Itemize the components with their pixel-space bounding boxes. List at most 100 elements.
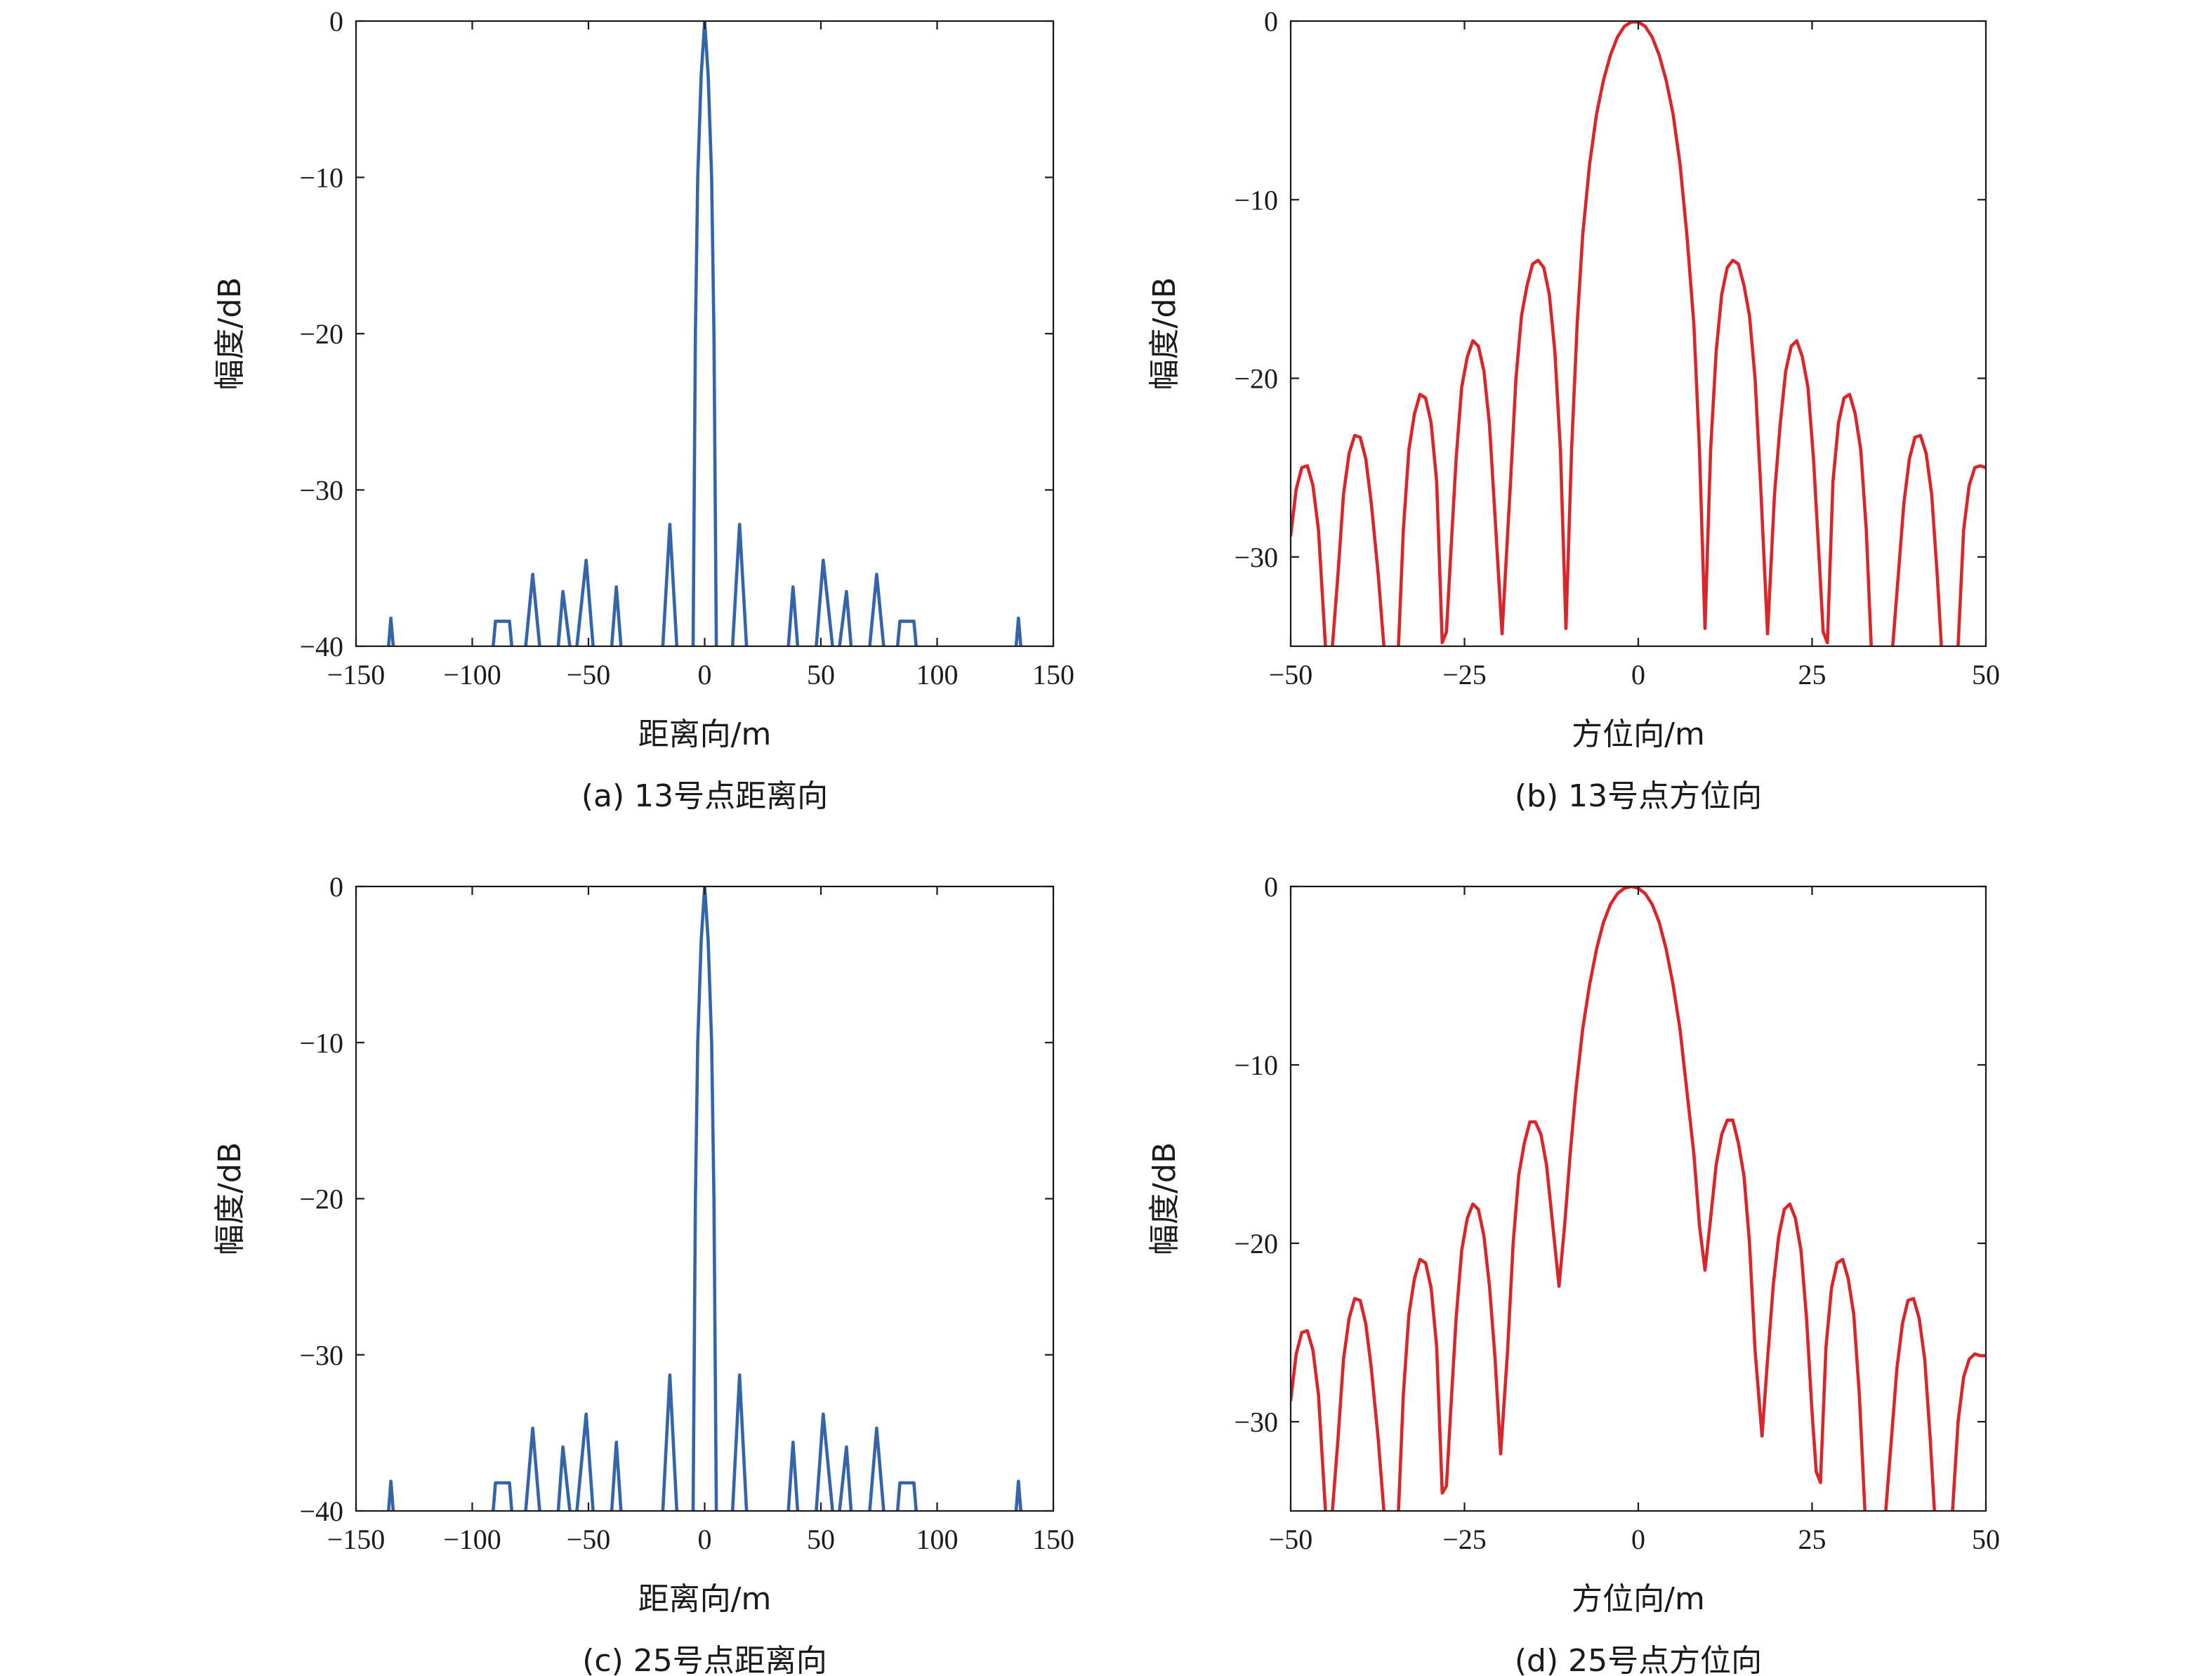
series-line-14: [1014, 1479, 1022, 1511]
series-line-10: [815, 558, 834, 646]
x-tick-label: −25: [1442, 1524, 1487, 1555]
series-line-10: [1951, 1352, 1986, 1511]
series-line-7: [691, 21, 718, 646]
series-group: [387, 886, 1022, 1511]
x-tick-label: −100: [443, 1524, 501, 1555]
panel-d-azimuth-25: −50 −25 0 25 50 0 −10 −20 −30 方位向/m 幅度/dB (d) 25号点方…: [1147, 871, 2000, 1676]
series-line-0: [1291, 464, 1327, 646]
series-line-5: [1557, 886, 1707, 1288]
plot-frame: [1289, 885, 1987, 1512]
x-tick-label: −50: [567, 659, 611, 690]
x-tick-label: −50: [1269, 1524, 1313, 1555]
y-tick-label: −20: [1234, 1228, 1278, 1259]
x-tick-label: 25: [1798, 1524, 1826, 1555]
series-line-0: [387, 1479, 395, 1511]
y-tick-label: 0: [1264, 6, 1278, 37]
x-tick-label: 50: [1972, 1524, 2000, 1555]
series-line-9: [1884, 1297, 1936, 1511]
series-line-0: [1291, 1329, 1327, 1511]
y-axis-label: 幅度/dB: [1147, 1142, 1183, 1255]
y-tick-label: −20: [299, 318, 343, 350]
series-line-4: [575, 1412, 595, 1511]
y-tick-label: −20: [1234, 363, 1278, 395]
x-tick-label: −50: [567, 1524, 611, 1555]
y-tick-label: −40: [299, 631, 343, 662]
series-line-0: [387, 616, 395, 646]
x-tick-label: 0: [1631, 1524, 1645, 1555]
series-line-3: [1449, 339, 1504, 636]
y-tick-label: 0: [329, 871, 343, 903]
series-line-8: [1819, 1257, 1867, 1511]
series-group: [1291, 886, 1986, 1511]
plot-frame: [355, 20, 1055, 648]
series-line-1: [1331, 1297, 1385, 1511]
series-line-6: [1703, 1118, 1764, 1438]
series-line-6: [661, 523, 679, 646]
panel-a-range-13: −150 −100 −50 0 50 100 150 0 −10 −20 −30 −40 距离向/m 幅度…: [212, 6, 1074, 814]
x-tick-label: 0: [698, 1524, 712, 1555]
series-line-2: [1397, 1257, 1452, 1511]
y-tick-label: 0: [1264, 871, 1278, 903]
series-line-7: [1760, 1202, 1822, 1484]
series-line-3: [1449, 1202, 1503, 1455]
panel-caption: (d) 25号点方位向: [1515, 1643, 1762, 1676]
panel-caption: (c) 25号点距离向: [582, 1643, 827, 1676]
series-line-2: [1397, 393, 1452, 646]
series-line-5: [610, 1440, 623, 1511]
series-line-7: [1765, 339, 1829, 645]
series-line-8: [730, 1373, 749, 1511]
y-axis-label: 幅度/dB: [212, 277, 248, 391]
x-axis-label: 距离向/m: [638, 1581, 772, 1617]
y-tick-label: −40: [299, 1495, 343, 1527]
series-line-8: [730, 523, 749, 646]
x-tick-label: −150: [327, 1524, 386, 1555]
x-tick-label: 150: [1032, 659, 1074, 690]
series-line-13: [895, 1481, 918, 1511]
series-line-9: [786, 1440, 800, 1511]
series-line-6: [661, 1373, 679, 1511]
x-tick-label: 150: [1032, 1524, 1074, 1555]
x-tick-label: 50: [807, 1524, 835, 1555]
series-line-3: [556, 589, 572, 646]
plot-frame: [355, 885, 1055, 1512]
panel-c-range-25: −150 −100 −50 0 50 100 150 0 −10 −20 −30 −40 距离向/m 幅度…: [212, 871, 1074, 1676]
y-tick-label: −30: [299, 1340, 343, 1371]
x-tick-label: −100: [443, 659, 501, 690]
series-group: [1291, 21, 1986, 646]
series-line-1: [1331, 433, 1385, 646]
y-tick-label: −30: [299, 475, 343, 506]
x-tick-label: 25: [1798, 659, 1826, 690]
series-line-12: [868, 572, 886, 646]
x-tick-label: 0: [1631, 659, 1645, 690]
y-tick-label: 0: [329, 6, 343, 37]
series-line-4: [1499, 1120, 1561, 1455]
series-line-9: [1891, 433, 1943, 646]
series-line-1: [492, 1481, 514, 1511]
y-tick-label: −10: [299, 162, 343, 194]
x-tick-label: 50: [807, 659, 835, 690]
y-axis-label: 幅度/dB: [212, 1142, 248, 1255]
series-line-10: [1956, 464, 1986, 646]
series-line-11: [838, 1445, 853, 1511]
x-tick-label: 0: [698, 659, 712, 690]
y-tick-label: −10: [1234, 1049, 1278, 1081]
y-tick-label: −10: [299, 1027, 343, 1059]
series-line-12: [868, 1426, 886, 1511]
x-tick-label: 50: [1972, 659, 2000, 690]
y-axis-label: 幅度/dB: [1147, 277, 1183, 391]
x-tick-label: −50: [1269, 659, 1313, 690]
series-line-14: [1014, 616, 1022, 646]
series-line-2: [524, 1426, 541, 1511]
plot-frame: [1289, 20, 1987, 648]
series-line-8: [1826, 393, 1873, 646]
panel-b-azimuth-13: −50 −25 0 25 50 0 −10 −20 −30 方位向/m 幅度/dB (b) 13号点方…: [1147, 6, 2000, 814]
series-line-2: [524, 572, 541, 646]
series-line-13: [895, 620, 918, 646]
series-line-11: [838, 589, 853, 646]
x-axis-label: 方位向/m: [1572, 716, 1705, 752]
x-tick-label: −150: [327, 659, 386, 690]
series-line-6: [1703, 258, 1770, 636]
series-line-4: [1500, 258, 1568, 636]
y-tick-label: −10: [1234, 184, 1278, 216]
